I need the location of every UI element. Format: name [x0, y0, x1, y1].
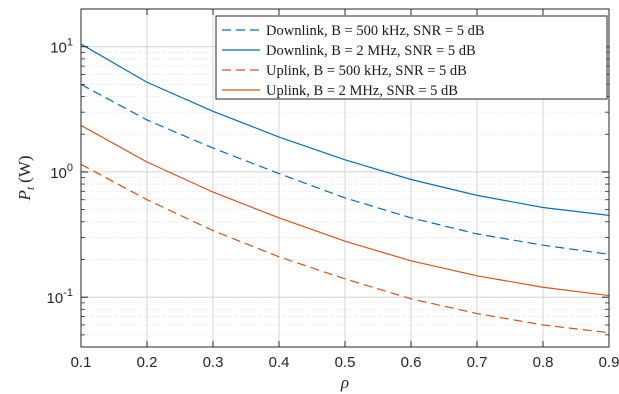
legend-label-3: Uplink, B = 500 kHz, SNR = 5 dB	[266, 63, 467, 79]
y-axis-label: Pt (W)	[15, 155, 37, 201]
legend: Downlink, B = 500 kHz, SNR = 5 dB Downlin…	[215, 15, 608, 100]
series-line-4	[80, 124, 610, 297]
x-tick-label: 0.9	[599, 354, 619, 371]
y-axis-label-sub: t	[23, 186, 37, 190]
y-tick-labels: 10-1 100 101	[47, 37, 73, 307]
y-tick-label: 101	[50, 37, 73, 57]
x-tick-label: 0.8	[533, 354, 554, 371]
legend-box	[215, 15, 608, 100]
x-axis-label: ρ	[340, 373, 349, 392]
x-tick-label: 0.1	[71, 354, 92, 371]
series-line-3	[80, 163, 610, 334]
y-axis-label-unit: (W)	[15, 155, 34, 182]
legend-label-1: Downlink, B = 500 kHz, SNR = 5 dB	[266, 23, 485, 39]
x-tick-label: 0.2	[137, 354, 158, 371]
y-tick-label: 10-1	[47, 287, 73, 307]
y-axis-label-main: P	[15, 190, 34, 201]
ticks-layer	[80, 9, 610, 347]
x-tick-label: 0.3	[203, 354, 224, 371]
x-tick-label: 0.7	[467, 354, 488, 371]
x-tick-label: 0.5	[335, 354, 356, 371]
y-tick-label: 100	[50, 162, 73, 182]
x-tick-label: 0.6	[401, 354, 422, 371]
series-line-2	[80, 43, 610, 216]
legend-label-2: Downlink, B = 2 MHz, SNR = 5 dB	[266, 43, 476, 59]
x-tick-labels: 0.1 0.2 0.3 0.4 0.5 0.6 0.7 0.8 0.9	[71, 354, 619, 371]
series-line-1	[80, 83, 610, 255]
legend-label-4: Uplink, B = 2 MHz, SNR = 5 dB	[266, 83, 458, 99]
x-tick-label: 0.4	[269, 354, 290, 371]
series-layer	[80, 43, 610, 334]
